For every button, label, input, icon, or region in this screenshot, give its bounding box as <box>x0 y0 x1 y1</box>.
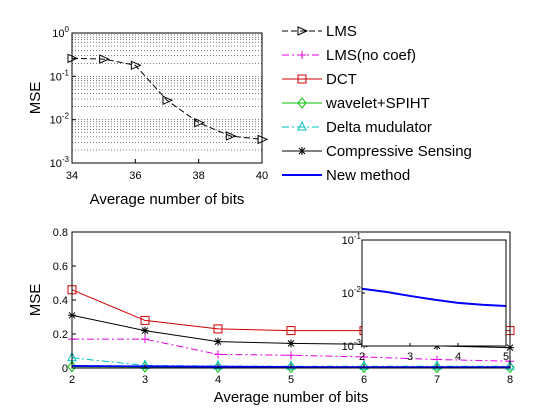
bottom-y-tick-label-2: 0.4 <box>53 295 68 307</box>
legend-entry-6: New method <box>282 167 410 184</box>
legend-label-4: Delta mudulator <box>326 119 432 136</box>
top-series-0-point-2 <box>130 60 142 71</box>
legend-label-6: New method <box>326 167 410 184</box>
legend-entry-0: LMS <box>282 23 357 40</box>
legend-entry-4: Delta mudulator <box>282 119 432 136</box>
bottom-series-4-point-3 <box>287 339 295 348</box>
inset-series <box>361 287 507 307</box>
top-series-0-line <box>71 57 263 140</box>
top-y-tick-label-0: 100 <box>52 25 69 40</box>
top-series-0-point-5 <box>225 131 237 141</box>
top-y-axis-label: MSE <box>27 82 44 115</box>
top-x-tick-label-1: 36 <box>129 170 141 182</box>
legend-label-1: LMS(no coef) <box>326 47 416 64</box>
inset-x-tick-label-3: 5 <box>503 351 509 363</box>
inset-x-tick-label-1: 3 <box>407 351 413 363</box>
bottom-x-axis-label: Average number of bits <box>214 389 369 406</box>
bottom-y-tick-label-4: 0.8 <box>53 227 68 239</box>
top-plot: 10-3 10-2 10-1 100 34 36 38 40 Average number o… <box>27 25 269 208</box>
bottom-series-0-point-1 <box>141 335 149 344</box>
top-plot-frame <box>71 32 263 164</box>
inset-plot: 10-3 10-2 10-1 2 3 4 5 <box>342 232 509 363</box>
legend-entry-1: LMS(no coef) <box>282 47 416 64</box>
top-x-axis-label: Average number of bits <box>90 191 245 208</box>
legend-entry-3: wavelet+SPIHT <box>282 95 430 112</box>
inset-plot-area <box>362 240 506 346</box>
bottom-y-tick-label-1: 0.2 <box>53 329 68 341</box>
top-series-0-point-3 <box>162 95 174 106</box>
bottom-series-4-point-1 <box>141 326 149 335</box>
top-x-tick-label-3: 40 <box>256 170 268 182</box>
top-series-0-point-4 <box>194 117 205 128</box>
legend-label-5: Compressive Sensing <box>326 143 472 160</box>
inset-x-tick-label-2: 4 <box>455 351 461 363</box>
bottom-series-3-point-2 <box>213 359 223 370</box>
legend-marker-3 <box>297 97 307 109</box>
legend: LMS LMS(no coef) DCT wavelet+SPIHT Delta mud… <box>282 23 472 184</box>
legend-entry-2: DCT <box>282 71 357 88</box>
bottom-series-1-point-3 <box>286 326 296 336</box>
legend-marker-2 <box>297 74 307 84</box>
top-y-tick-label--2: 10-2 <box>50 112 70 127</box>
bottom-series-3-point-3 <box>286 360 296 370</box>
inset-ticks: 10-3 10-2 10-1 2 3 4 5 <box>342 232 509 363</box>
bottom-y-tick-label-3: 0.6 <box>53 261 68 273</box>
bottom-series-3-point-5 <box>432 360 442 370</box>
inset-y-tick-label--1: 10-1 <box>342 232 362 247</box>
bottom-y-axis-label: MSE <box>27 284 44 317</box>
bottom-series-4-point-2 <box>214 337 222 346</box>
bottom-x-tick-label-1: 3 <box>142 374 148 386</box>
bottom-x-tick-label-2: 4 <box>215 374 221 386</box>
inset-series-0-line <box>361 287 507 307</box>
bottom-x-tick-label-5: 7 <box>434 374 440 386</box>
top-x-tick-label-0: 34 <box>66 170 78 182</box>
legend-marker-0 <box>297 26 309 36</box>
bottom-x-tick-label-6: 8 <box>507 374 513 386</box>
bottom-x-tick-label-4: 6 <box>361 374 367 386</box>
bottom-series-0-point-4 <box>360 352 368 361</box>
bottom-series-3-point-6 <box>505 360 515 370</box>
top-y-tick-label--3: 10-3 <box>50 155 70 170</box>
bottom-series-1-point-1 <box>140 315 150 325</box>
bottom-series-2-point-0 <box>67 360 77 373</box>
bottom-series-3-point-4 <box>359 360 369 370</box>
bottom-x-tick-label-0: 2 <box>69 374 75 386</box>
legend-marker-5 <box>298 147 306 155</box>
bottom-series-0-point-2 <box>214 350 222 359</box>
legend-entry-5: Compressive Sensing <box>282 143 472 160</box>
inset-y-tick-label--2: 10-2 <box>342 285 362 300</box>
bottom-x-tick-label-3: 5 <box>288 374 294 386</box>
legend-label-3: wavelet+SPIHT <box>325 95 430 112</box>
legend-label-0: LMS <box>326 23 357 40</box>
bottom-series-0-point-3 <box>287 351 295 360</box>
bottom-ticks: 0 0.2 0.4 0.6 0.8 2 3 4 5 6 7 8 <box>53 227 513 386</box>
top-ticks: 10-3 10-2 10-1 100 34 36 38 40 <box>50 25 269 182</box>
inset-y-tick-label--3: 10-3 <box>342 338 362 353</box>
legend-label-2: DCT <box>326 71 357 88</box>
top-y-tick-label--1: 10-1 <box>50 68 70 83</box>
legend-marker-1 <box>298 51 306 59</box>
bottom-series-1-point-2 <box>213 324 223 334</box>
top-x-tick-label-2: 38 <box>193 170 205 182</box>
bottom-y-tick-label-0: 0 <box>62 363 68 375</box>
top-series-0-point-1 <box>99 54 110 64</box>
legend-marker-4 <box>297 120 307 131</box>
inset-x-tick-label-0: 2 <box>359 351 365 363</box>
